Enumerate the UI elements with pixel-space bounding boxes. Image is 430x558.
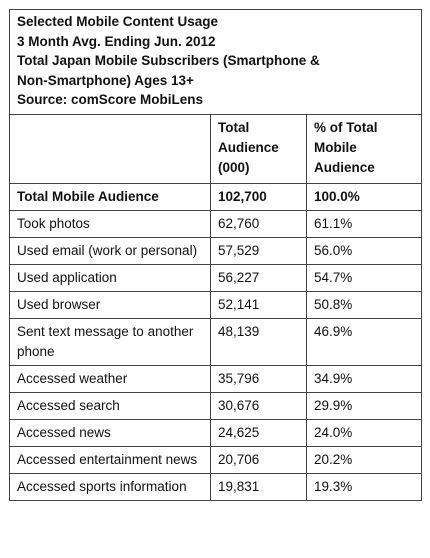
- row-pct-cell: 19.3%: [306, 472, 422, 501]
- title-line: Selected Mobile Content Usage: [17, 14, 219, 29]
- title-row: Selected Mobile Content Usage 3 Month Av…: [9, 9, 422, 115]
- header-label-cell: [9, 113, 211, 184]
- table-title: Selected Mobile Content Usage 3 Month Av…: [9, 9, 422, 115]
- title-line: Total Japan Mobile Subscribers (Smartpho…: [17, 53, 320, 68]
- row-label-cell: Sent text message to another phone: [9, 317, 211, 366]
- row-pct-cell: 34.9%: [306, 364, 422, 393]
- total-audience-cell: 102,700: [210, 182, 307, 211]
- table-row: Used email (work or personal) 57,529 56.…: [9, 236, 422, 265]
- row-audience-cell: 19,831: [210, 472, 307, 501]
- title-line: Non-Smartphone) Ages 13+: [17, 72, 194, 88]
- table-row: Took photos 62,760 61.1%: [9, 209, 422, 238]
- row-audience-cell: 57,529: [210, 236, 307, 265]
- table-row: Used application 56,227 54.7%: [9, 263, 422, 292]
- total-row: Total Mobile Audience 102,700 100.0%: [9, 182, 422, 211]
- row-audience-cell: 24,625: [210, 418, 307, 447]
- table-row: Accessed news 24,625 24.0%: [9, 418, 422, 447]
- table-row: Accessed weather 35,796 34.9%: [9, 364, 422, 393]
- row-label-cell: Used email (work or personal): [9, 236, 211, 265]
- row-label-cell: Accessed entertainment news: [9, 445, 211, 474]
- row-audience-cell: 48,139: [210, 317, 307, 366]
- row-label-cell: Used application: [9, 263, 211, 292]
- row-label-cell: Accessed search: [9, 391, 211, 420]
- usage-table: Selected Mobile Content Usage 3 Month Av…: [9, 9, 422, 501]
- total-pct-cell: 100.0%: [306, 182, 422, 211]
- table-row: Used browser 52,141 50.8%: [9, 290, 422, 319]
- table-row: Sent text message to another phone 48,13…: [9, 317, 422, 366]
- row-pct-cell: 46.9%: [306, 317, 422, 366]
- row-audience-cell: 35,796: [210, 364, 307, 393]
- row-label-cell: Accessed sports information: [9, 472, 211, 501]
- row-audience-cell: 30,676: [210, 391, 307, 420]
- row-audience-cell: 62,760: [210, 209, 307, 238]
- row-label-cell: Used browser: [9, 290, 211, 319]
- row-label-cell: Accessed news: [9, 418, 211, 447]
- row-audience-cell: 20,706: [210, 445, 307, 474]
- row-pct-cell: 56.0%: [306, 236, 422, 265]
- header-pct-cell: % of Total Mobile Audience: [306, 113, 422, 184]
- row-pct-cell: 24.0%: [306, 418, 422, 447]
- row-label-cell: Took photos: [9, 209, 211, 238]
- total-label-cell: Total Mobile Audience: [9, 182, 211, 211]
- row-pct-cell: 50.8%: [306, 290, 422, 319]
- row-audience-cell: 56,227: [210, 263, 307, 292]
- header-row: Total Audience (000) % of Total Mobile A…: [9, 113, 422, 184]
- row-label-cell: Accessed weather: [9, 364, 211, 393]
- row-pct-cell: 29.9%: [306, 391, 422, 420]
- usage-table-container: Selected Mobile Content Usage 3 Month Av…: [9, 9, 422, 501]
- row-audience-cell: 52,141: [210, 290, 307, 319]
- title-line: 3 Month Avg. Ending Jun. 2012: [17, 33, 216, 49]
- table-row: Accessed sports information 19,831 19.3%: [9, 472, 422, 501]
- table-row: Accessed entertainment news 20,706 20.2%: [9, 445, 422, 474]
- header-audience-cell: Total Audience (000): [210, 113, 307, 184]
- row-pct-cell: 20.2%: [306, 445, 422, 474]
- row-pct-cell: 54.7%: [306, 263, 422, 292]
- table-row: Accessed search 30,676 29.9%: [9, 391, 422, 420]
- row-pct-cell: 61.1%: [306, 209, 422, 238]
- title-line: Source: comScore MobiLens: [17, 92, 204, 107]
